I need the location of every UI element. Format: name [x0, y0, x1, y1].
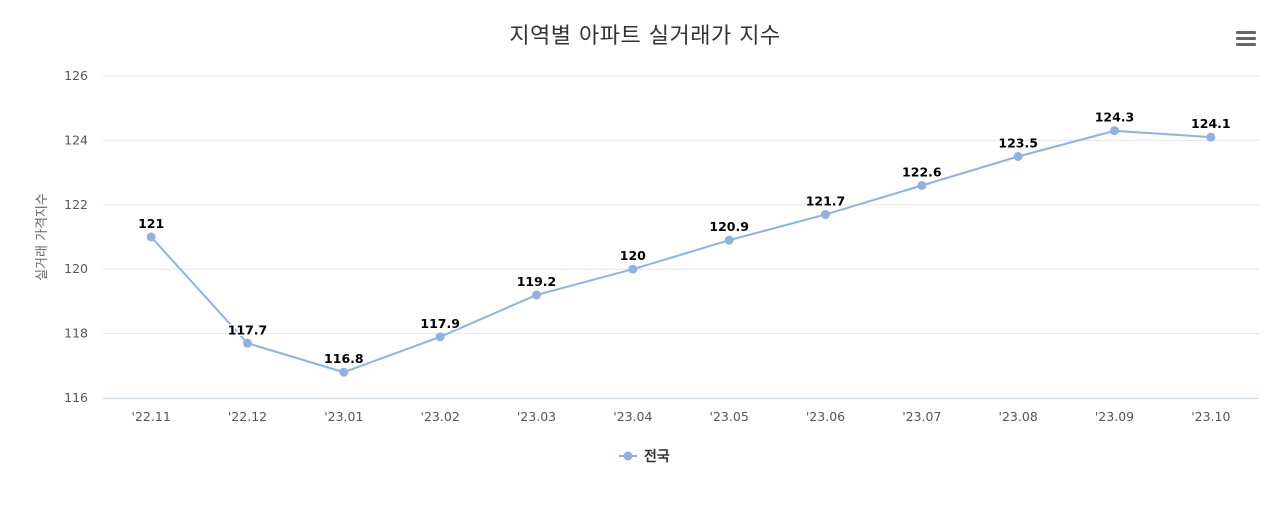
- x-tick-label: '23.04: [613, 409, 652, 424]
- data-point: [1013, 152, 1023, 161]
- hamburger-menu-icon[interactable]: [1234, 28, 1258, 50]
- x-tick-label: '23.03: [517, 409, 556, 424]
- y-tick-label: 120: [64, 261, 88, 276]
- data-point: [146, 232, 156, 242]
- series-line: [150, 129, 1212, 374]
- data-point: [1206, 132, 1216, 142]
- data-point: [243, 338, 252, 348]
- y-axis-title: 실거래 가격지수: [35, 193, 50, 281]
- legend-label: 전국: [644, 448, 670, 465]
- data-label: 119.2: [517, 274, 557, 289]
- x-tick-label: '22.12: [228, 409, 267, 424]
- y-tick-label: 116: [64, 390, 88, 405]
- data-label: 122.6: [902, 164, 942, 179]
- y-tick-label: 124: [64, 132, 88, 147]
- data-point: [724, 235, 734, 245]
- x-tick-label: '23.07: [902, 409, 941, 424]
- data-point: [1110, 126, 1119, 136]
- chart-title: 지역별 아파트 실거래가 지수: [509, 24, 781, 49]
- x-tick-label: '23.08: [999, 409, 1038, 424]
- x-tick-label: '23.05: [710, 409, 749, 424]
- x-tick-label: '23.10: [1191, 409, 1230, 424]
- data-label: 116.8: [324, 351, 364, 366]
- data-point: [917, 180, 927, 190]
- data-label: 120.9: [709, 219, 749, 234]
- data-label: 117.9: [420, 316, 460, 331]
- data-label: 123.5: [998, 136, 1038, 151]
- data-point: [339, 367, 349, 377]
- legend-marker: [623, 451, 633, 461]
- data-label: 124.3: [1095, 110, 1135, 125]
- data-point: [435, 332, 445, 342]
- data-label: 121.7: [806, 193, 846, 208]
- x-tick-label: '23.02: [421, 409, 460, 424]
- data-label: 124.1: [1191, 116, 1231, 131]
- x-tick-label: '23.06: [806, 409, 845, 424]
- data-point: [821, 209, 830, 219]
- y-tick-label: 122: [64, 197, 88, 212]
- data-label: 120: [620, 248, 646, 263]
- data-label: 117.7: [228, 322, 268, 337]
- data-point: [532, 290, 541, 300]
- x-tick-label: '23.09: [1095, 409, 1134, 424]
- x-tick-label: '23.01: [324, 409, 363, 424]
- y-tick-label: 118: [64, 326, 88, 341]
- x-tick-label: '22.11: [132, 409, 171, 424]
- data-label: 121: [138, 216, 164, 231]
- data-point: [628, 264, 638, 274]
- y-tick-label: 126: [64, 68, 88, 83]
